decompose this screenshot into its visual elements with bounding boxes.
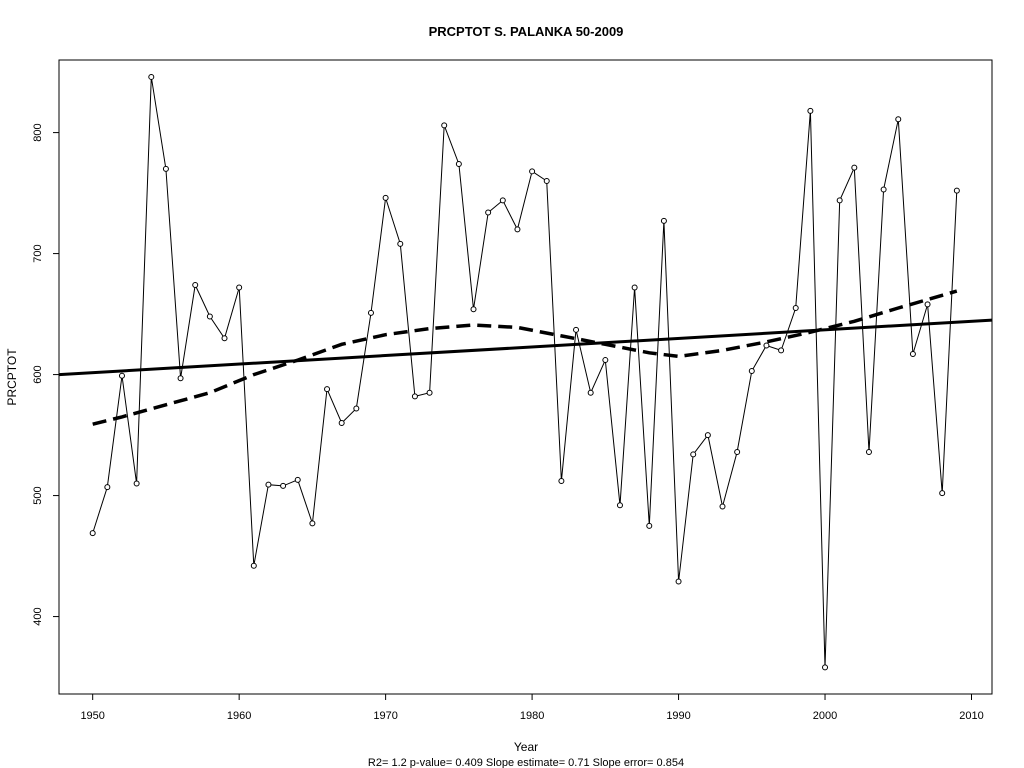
data-point [953,187,960,194]
data-point [573,326,580,333]
data-point [441,122,448,129]
data-point [324,386,331,393]
data-point [587,389,594,396]
data-point [602,357,609,364]
data-point [514,226,521,233]
data-point [470,306,477,313]
data-point [660,217,667,224]
data-point [704,432,711,439]
data-point [675,578,682,585]
data-point [939,490,946,497]
smoothed-trend-line [92,289,958,426]
data-point [748,367,755,374]
data-point [778,347,785,354]
data-point [455,161,462,168]
data-point [89,530,96,537]
data-point [397,240,404,247]
data-point [353,405,360,412]
series-layer [58,73,993,671]
data-point [382,194,389,201]
chart-title: PRCPTOT S. PALANKA 50-2009 [429,24,624,39]
y-tick-label: 600 [32,365,44,383]
x-tick-label: 1950 [80,710,104,722]
y-tick-label: 700 [32,244,44,262]
data-point [792,305,799,312]
data-point [192,282,199,289]
data-point [499,197,506,204]
data-point [865,449,872,456]
data-point [543,177,550,184]
regression-stats: R2= 1.2 p-value= 0.409 Slope estimate= 0… [368,757,684,768]
data-point [411,393,418,400]
x-tick-label: 2000 [813,710,837,722]
x-tick-label: 2010 [959,710,983,722]
y-tick-label: 400 [32,607,44,625]
data-point [895,116,902,123]
data-point [236,284,243,291]
data-point [909,351,916,358]
data-point [309,520,316,527]
data-point [280,482,287,489]
data-point [265,481,272,488]
data-point [734,449,741,456]
y-axis-label: PRCPTOT [5,348,19,406]
data-point [924,301,931,308]
data-point [529,168,536,175]
x-tick-label: 1990 [666,710,690,722]
data-point [118,372,125,379]
y-tick-label: 500 [32,486,44,504]
x-tick-label: 1970 [373,710,397,722]
data-point [558,478,565,485]
data-point [367,309,374,316]
data-point [206,313,213,320]
data-point [646,522,653,529]
x-tick-label: 1980 [520,710,544,722]
data-point [763,342,770,349]
data-point [104,484,111,491]
x-tick-label: 1960 [227,710,251,722]
data-point [880,186,887,193]
data-point [719,503,726,510]
y-axis: 400 500 600 700 800 [32,123,59,626]
data-point [851,164,858,171]
data-point [426,389,433,396]
data-point [148,73,155,80]
data-point [836,197,843,204]
data-point [485,209,492,216]
x-axis: 1950 1960 1970 1980 1990 2000 2010 [80,694,984,722]
annual-series-line [92,76,958,668]
data-point [177,375,184,382]
data-point [162,165,169,172]
x-axis-label: Year [514,740,538,754]
data-point [631,284,638,291]
data-point [294,476,301,483]
plot-frame [58,59,993,695]
data-point [822,664,829,671]
y-tick-label: 800 [32,123,44,141]
linear-trend-line [58,318,993,377]
data-point [807,107,814,114]
data-point [690,451,697,458]
data-point [250,562,257,569]
data-point [616,502,623,509]
data-point [338,419,345,426]
data-point [221,335,228,342]
data-point [133,480,140,487]
